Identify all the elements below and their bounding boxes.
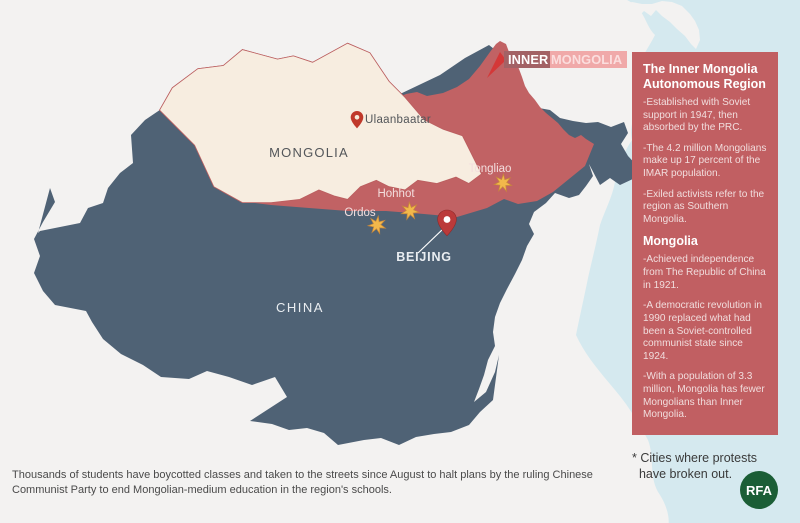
svg-text:MONGOLIA: MONGOLIA bbox=[269, 145, 349, 160]
svg-text:Tongliao: Tongliao bbox=[469, 163, 512, 175]
svg-text:CHINA: CHINA bbox=[276, 300, 324, 315]
svg-text:Ordos: Ordos bbox=[344, 207, 376, 219]
svg-text:Ulaanbaatar: Ulaanbaatar bbox=[365, 114, 431, 126]
svg-text:BEIJING: BEIJING bbox=[396, 250, 452, 264]
svg-text:Hohhot: Hohhot bbox=[377, 188, 415, 200]
